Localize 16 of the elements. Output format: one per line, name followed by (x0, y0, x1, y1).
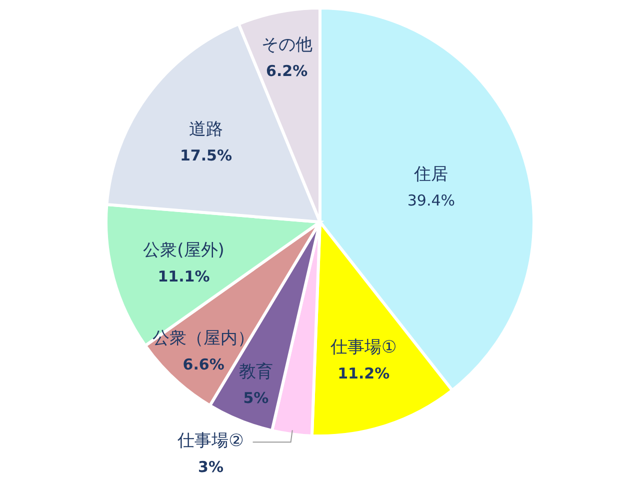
data-label: 6.6% (182, 356, 224, 374)
data-label: 39.4% (407, 192, 456, 210)
slice-label: 教育 (238, 362, 273, 382)
slice-label: その他 (261, 35, 312, 56)
data-label: 17.5% (180, 146, 232, 165)
data-label: 3% (198, 458, 224, 476)
data-label: 11.2% (338, 364, 390, 382)
slice-label: 住居 (413, 164, 448, 185)
slice-label: 仕事場② (176, 431, 244, 452)
slice-label: 公衆(屋外) (143, 240, 224, 260)
slice-label: 公衆（屋内） (152, 328, 255, 349)
data-label: 6.2% (266, 62, 308, 80)
data-label: 5% (243, 388, 269, 407)
slice-label: 道路 (188, 120, 223, 140)
slice-label: 仕事場① (330, 337, 397, 358)
data-label: 11.1% (158, 267, 210, 286)
